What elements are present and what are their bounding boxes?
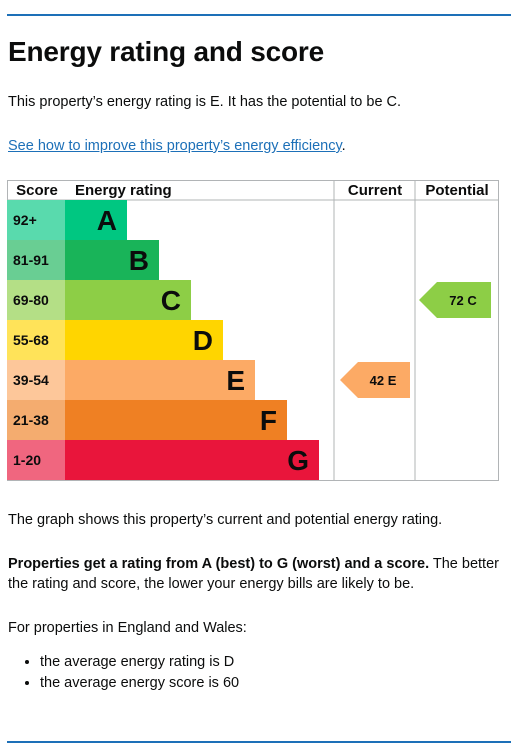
averages-list: the average energy rating is D the avera… [8, 652, 239, 694]
band-letter: E [226, 365, 245, 396]
score-range: 92+ [13, 212, 37, 228]
improve-efficiency-link[interactable]: See how to improve this property’s energ… [8, 138, 342, 154]
improve-link-paragraph: See how to improve this property’s energ… [8, 136, 508, 156]
score-range: 81-91 [13, 252, 49, 268]
link-suffix: . [341, 138, 346, 154]
band-bar-b [7, 240, 159, 280]
score-range: 69-80 [13, 292, 49, 308]
score-range: 21-38 [13, 412, 49, 428]
band-bar-e [7, 360, 255, 400]
regions-note: For properties in England and Wales: [8, 620, 247, 636]
potential-rating-arrow-label: 72 C [449, 293, 477, 308]
score-range: 1-20 [13, 452, 41, 468]
band-letter: F [260, 405, 277, 436]
list-item: the average energy score is 60 [40, 673, 239, 694]
energy-rating-graph: Score Energy rating Current Potential 92+ A 81… [7, 180, 499, 481]
score-cell [7, 320, 65, 360]
rating-summary: This property’s energy rating is E. It h… [8, 94, 402, 110]
graph-description: The graph shows this property’s current … [8, 512, 443, 528]
potential-rating-arrow [419, 282, 491, 318]
page-title: Energy rating and score [8, 36, 324, 67]
top-divider [7, 14, 511, 16]
band-bar-a [7, 200, 127, 240]
column-header: Potential [425, 182, 488, 199]
score-range: 55-68 [13, 332, 49, 348]
score-cell [7, 280, 65, 320]
column-header: Energy rating [75, 182, 172, 199]
band-letter: C [161, 285, 181, 316]
score-cell [7, 240, 65, 280]
column-header: Current [348, 182, 402, 199]
band-bar-g [7, 440, 319, 480]
band-letter: D [193, 325, 213, 356]
band-bar-f [7, 400, 287, 440]
rating-explanation-rest: The better the rating and score, the low… [8, 556, 499, 592]
column-header: Score [16, 182, 58, 199]
score-cell [7, 200, 65, 240]
band-letter: B [129, 245, 149, 276]
band-letter: G [287, 445, 309, 476]
score-cell [7, 440, 65, 480]
band-bar-c [7, 280, 191, 320]
rating-explanation: Properties get a rating from A (best) to… [8, 554, 508, 594]
current-rating-arrow-label: 42 E [370, 373, 397, 388]
score-cell [7, 360, 65, 400]
score-range: 39-54 [13, 372, 49, 388]
score-cell [7, 400, 65, 440]
bottom-divider [7, 741, 511, 743]
band-bar-d [7, 320, 223, 360]
rating-explanation-bold: Properties get a rating from A (best) to… [8, 556, 430, 572]
current-rating-arrow [340, 362, 410, 398]
list-item: the average energy rating is D [40, 652, 239, 673]
band-letter: A [97, 205, 117, 236]
